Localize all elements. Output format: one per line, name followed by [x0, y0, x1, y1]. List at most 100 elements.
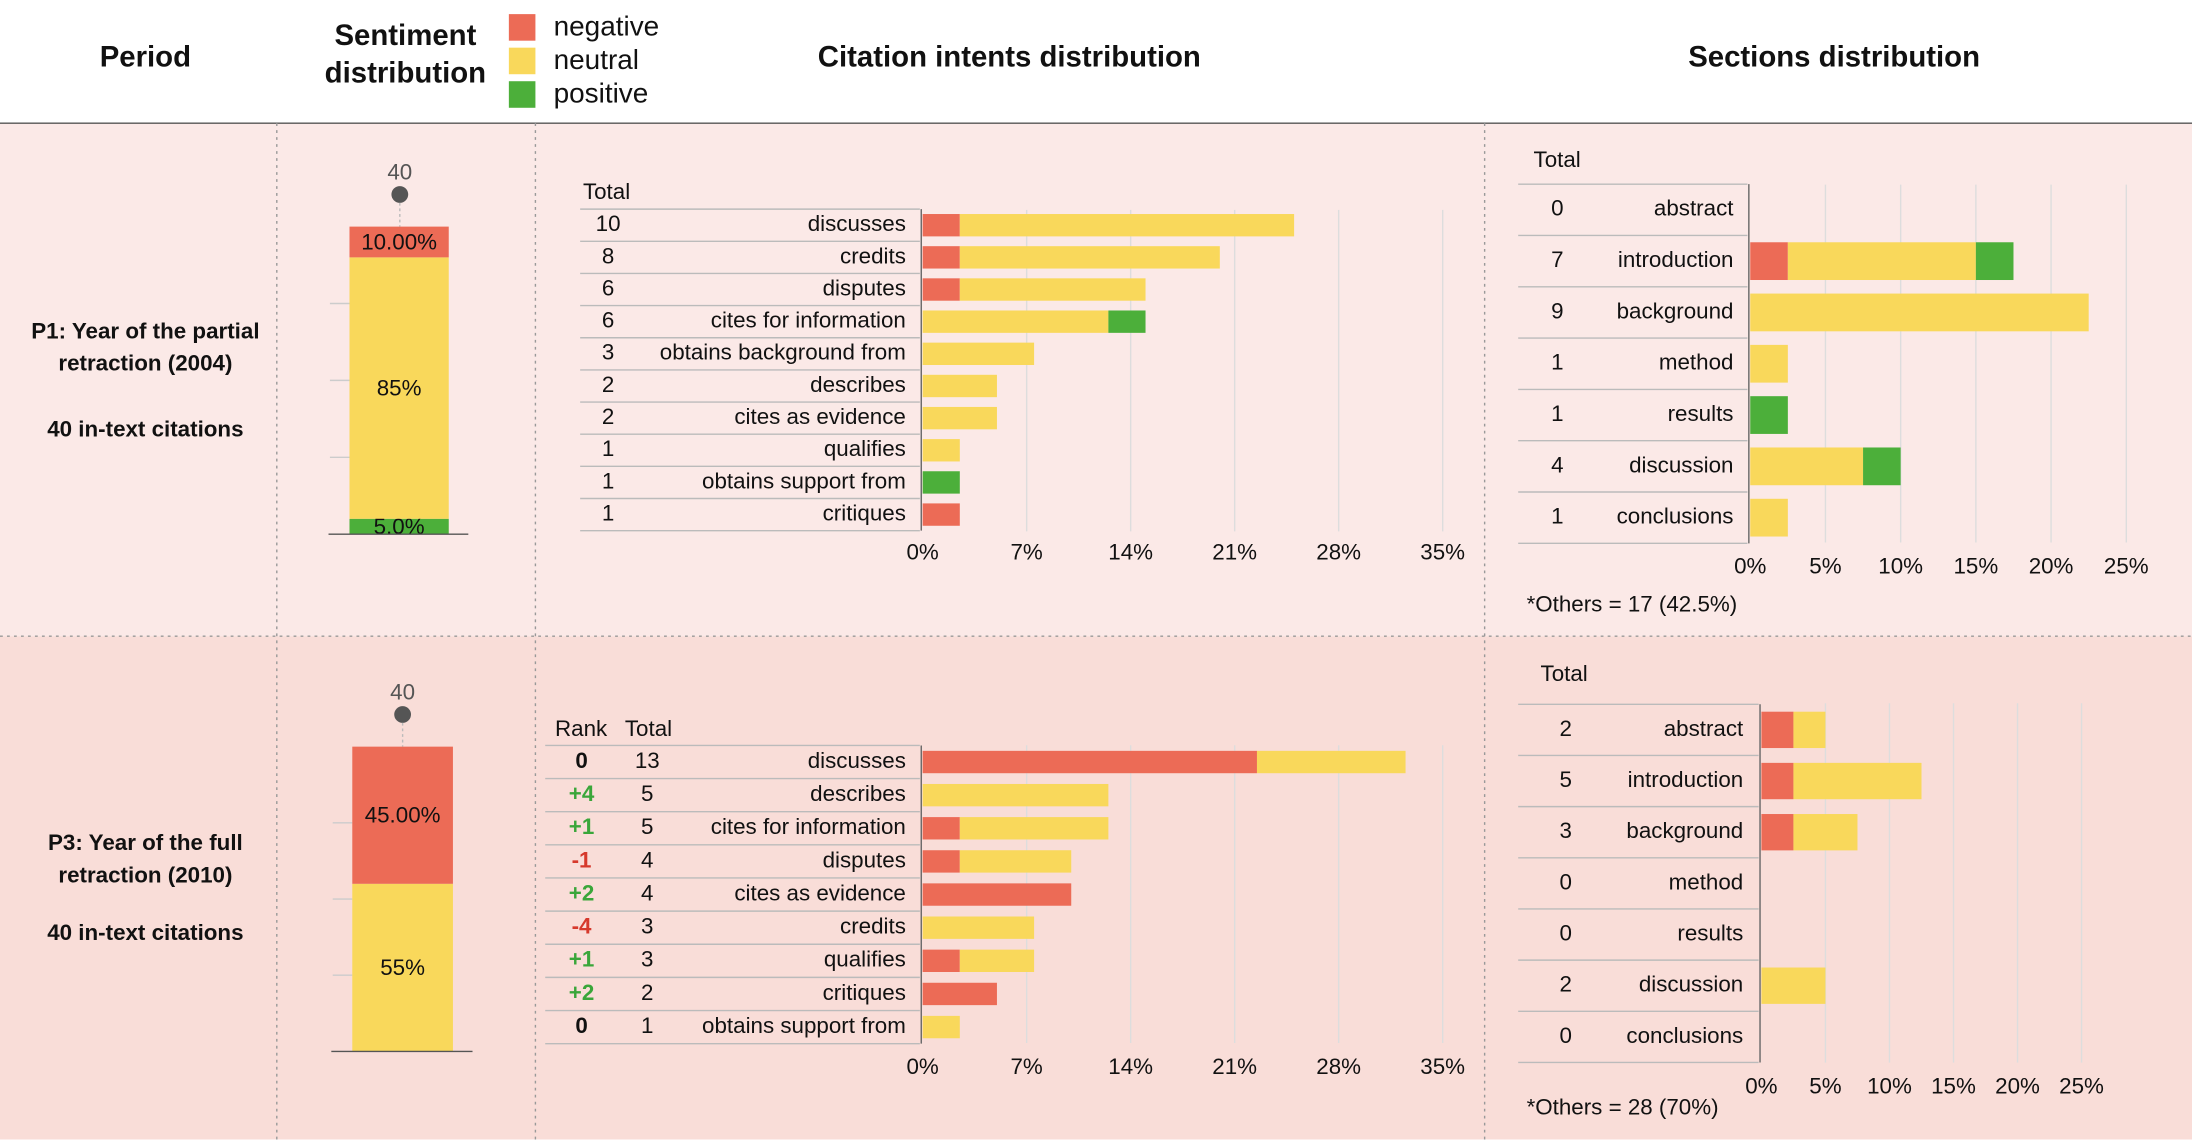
rank-value: 0 — [575, 748, 587, 773]
sentiment-segment — [349, 226, 449, 258]
total-value: 5 — [1559, 767, 1571, 792]
total-label: 40 — [387, 159, 412, 184]
bar-segment — [1761, 967, 1826, 1004]
rank-value: -1 — [572, 847, 592, 872]
category-label: cites as evidence — [734, 880, 906, 905]
x-tick-label: 14% — [1108, 1054, 1153, 1079]
bar-segment — [959, 850, 1072, 873]
bar-segment — [922, 982, 997, 1006]
total-value: 1 — [1551, 504, 1563, 529]
rank-value: +2 — [569, 980, 595, 1005]
header-sections: Sections distribution — [1688, 41, 1980, 74]
sentiment-segment — [352, 746, 453, 884]
category-label: discusses — [808, 748, 906, 773]
total-value: 3 — [641, 947, 653, 972]
category-label: conclusions — [1617, 504, 1734, 529]
category-label: critiques — [823, 500, 906, 525]
period-title-box: P3: Year of the full retraction (2010) — [48, 831, 243, 888]
category-label: cites for information — [711, 308, 906, 333]
total-value: 0 — [1559, 920, 1571, 945]
bar-segment — [922, 406, 997, 430]
bar-segment — [959, 214, 1295, 237]
category-label: introduction — [1628, 767, 1744, 792]
bar-segment — [959, 949, 1035, 972]
bar-segment — [959, 246, 1220, 269]
total-value: 1 — [1551, 350, 1563, 375]
total-label: 40 — [390, 679, 415, 704]
legend-label: negative — [554, 10, 660, 41]
period-title: P1: Year of the partial retraction (2004… — [31, 320, 260, 377]
x-tick-label: 35% — [1420, 540, 1465, 565]
x-tick-label: 21% — [1212, 540, 1257, 565]
total-value: 7 — [1551, 247, 1563, 272]
category-label: critiques — [823, 980, 906, 1005]
total-value: 5 — [641, 781, 653, 806]
category-label: background — [1626, 818, 1743, 843]
legend-swatch — [508, 47, 536, 75]
x-tick-label: 20% — [2029, 554, 2074, 579]
total-header: Total — [1534, 147, 1581, 172]
bar-segment — [1793, 814, 1858, 851]
total-value: 1 — [1551, 401, 1563, 426]
bar-segment — [922, 817, 960, 840]
bar-segment — [922, 750, 1257, 774]
category-label: disputes — [823, 275, 906, 300]
category-label: describes — [810, 781, 906, 806]
bar-segment — [1750, 447, 1864, 486]
x-tick-label: 10% — [1867, 1074, 1912, 1099]
total-value: 2 — [1559, 972, 1571, 997]
bar-segment — [922, 374, 997, 398]
category-label: obtains support from — [702, 1013, 906, 1038]
x-tick-label: 0% — [906, 1054, 938, 1079]
x-tick-label: 0% — [906, 540, 938, 565]
category-label: method — [1669, 869, 1744, 894]
x-tick-label: 5% — [1809, 554, 1841, 579]
bar-segment — [1761, 711, 1794, 749]
period-citations: 40 in-text citations — [47, 417, 243, 442]
total-value: 4 — [641, 847, 653, 872]
period-title: P3: Year of the full retraction (2010) — [48, 831, 243, 888]
period-citations: 40 in-text citations — [47, 920, 243, 945]
rank-value: +2 — [569, 880, 595, 905]
rank-value: -4 — [572, 914, 592, 939]
sentiment-label: 85% — [377, 375, 422, 400]
bar-segment — [1863, 447, 1901, 486]
total-value: 9 — [1551, 298, 1563, 323]
total-value: 6 — [602, 308, 614, 333]
header-period: Period — [100, 41, 191, 74]
total-value: 5 — [641, 814, 653, 839]
total-value: 10 — [596, 211, 621, 236]
legend-swatch — [508, 81, 536, 108]
category-label: results — [1668, 401, 1734, 426]
rank-value: +1 — [569, 947, 595, 972]
total-value: 4 — [641, 880, 653, 905]
total-value: 3 — [1559, 818, 1571, 843]
legend-swatch — [508, 14, 536, 41]
x-tick-label: 0% — [1734, 554, 1766, 579]
legend-label: positive — [554, 78, 649, 109]
rank-header: Rank — [555, 716, 608, 741]
total-value: 1 — [602, 436, 614, 461]
x-tick-label: 0% — [1745, 1074, 1777, 1099]
x-tick-label: 25% — [2059, 1074, 2104, 1099]
x-tick-label: 14% — [1108, 540, 1153, 565]
bar-segment — [959, 278, 1146, 301]
x-tick-label: 28% — [1316, 1054, 1361, 1079]
bar-segment — [1750, 498, 1788, 537]
sentiment-label: 10.00% — [361, 229, 437, 254]
sentiment-segment — [352, 883, 453, 1052]
row-background — [0, 636, 2192, 1140]
bar-segment — [922, 503, 960, 526]
x-tick-label: 5% — [1809, 1074, 1841, 1099]
rank-value: +1 — [569, 814, 595, 839]
x-tick-label: 7% — [1010, 540, 1042, 565]
total-value: 6 — [602, 275, 614, 300]
period-title-box: P1: Year of the partial retraction (2004… — [31, 320, 260, 377]
sentiment-label: 55% — [380, 955, 425, 980]
bar-segment — [922, 439, 960, 462]
bar-segment — [1793, 711, 1826, 749]
bar-segment — [1793, 762, 1922, 800]
x-tick-label: 35% — [1420, 1054, 1465, 1079]
note: *Others = 28 (70%) — [1527, 1095, 1719, 1120]
